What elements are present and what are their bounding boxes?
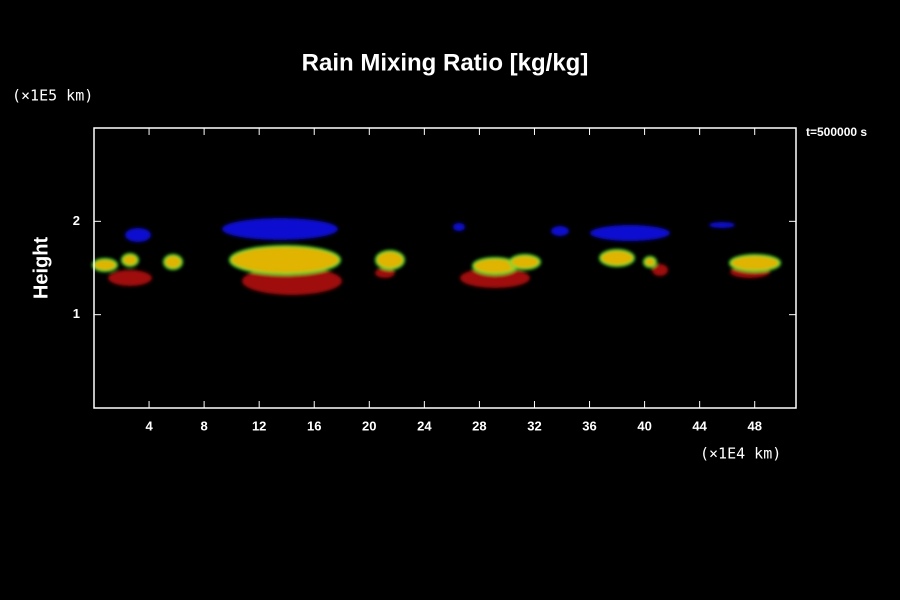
x-tick-label: 12 [252, 418, 266, 433]
x-tick-label: 44 [692, 418, 707, 433]
chart-title: Rain Mixing Ratio [kg/kg] [302, 49, 589, 76]
x-tick-label: 24 [417, 418, 432, 433]
middle-band [92, 245, 781, 275]
y-tick-label: 2 [73, 213, 80, 228]
y-unit-label: (×1E5 km) [12, 87, 93, 105]
time-label: t=500000 s [806, 125, 867, 139]
x-tick-label: 16 [307, 418, 321, 433]
x-tick-label: 28 [472, 418, 486, 433]
x-tick-label: 20 [362, 418, 376, 433]
rain-field [92, 218, 781, 295]
y-tick-label: 1 [73, 306, 80, 321]
x-tick-label: 40 [637, 418, 651, 433]
x-tick-label: 4 [145, 418, 153, 433]
x-tick-label: 48 [747, 418, 761, 433]
lower-band [108, 264, 770, 295]
plot-frame [93, 127, 797, 409]
y-axis-label: Height [30, 237, 52, 300]
x-unit-label: (×1E4 km) [700, 445, 781, 463]
x-tick-label: 8 [201, 418, 208, 433]
x-tick-label: 36 [582, 418, 596, 433]
upper-band [125, 218, 735, 242]
x-tick-label: 32 [527, 418, 541, 433]
